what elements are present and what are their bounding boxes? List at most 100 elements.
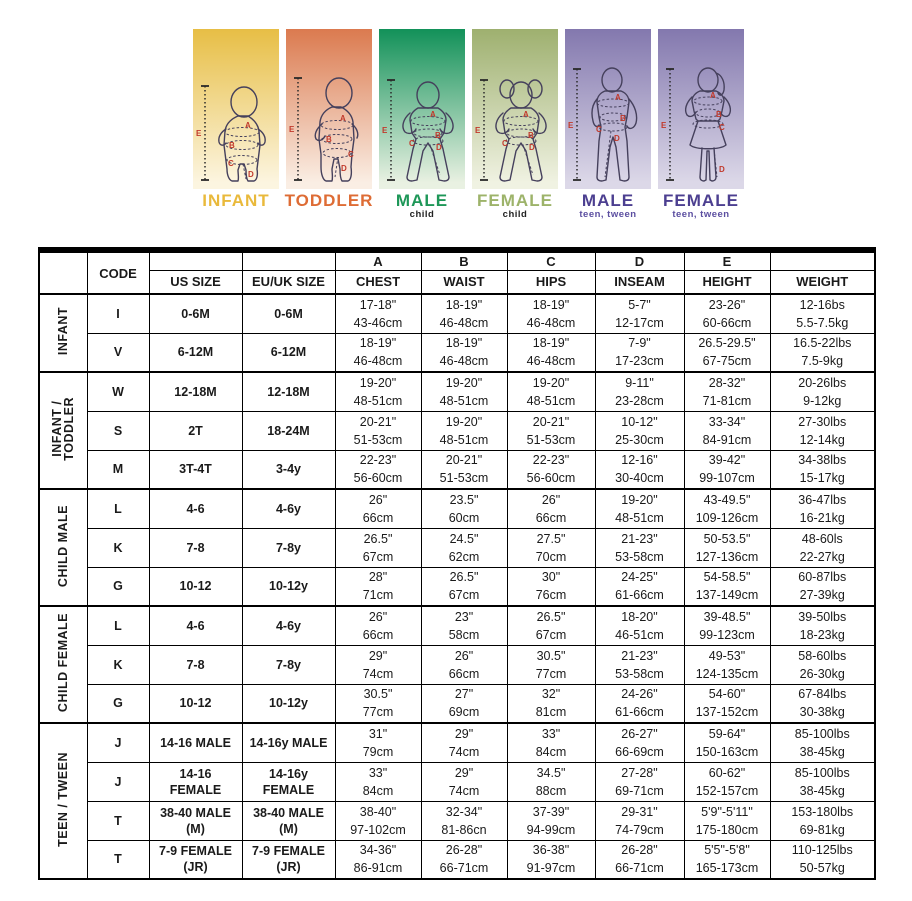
cell-text: 3T-4T bbox=[179, 462, 212, 477]
panel-male-child-subtitle: child bbox=[409, 209, 435, 220]
cell-text: 46-48cm bbox=[439, 315, 489, 330]
cell-text: (JR) bbox=[183, 860, 208, 875]
cell-text: 62cm bbox=[448, 549, 480, 564]
us-size-cell: 14-16 MALE bbox=[148, 722, 243, 763]
cell-text: 74-79cm bbox=[615, 822, 664, 837]
eu-size-cell: 10-12y bbox=[241, 683, 336, 724]
cell-text: 5.5-7.5kg bbox=[796, 315, 849, 330]
cell-text: 26" bbox=[368, 609, 388, 624]
measurement-cell: 18-20" 46-51cm bbox=[594, 605, 685, 646]
cell-text: 29" bbox=[368, 648, 388, 663]
cell-text: 79cm bbox=[362, 744, 394, 759]
cell-text: 74cm bbox=[448, 783, 480, 798]
cell-text: 60-66cm bbox=[702, 315, 752, 330]
cell-text: 30.5" bbox=[536, 648, 566, 663]
cell-text: 71-81cm bbox=[702, 393, 752, 408]
cell-text: 51-53cm bbox=[353, 432, 403, 447]
cell-text: 18-19" bbox=[532, 297, 570, 312]
cell-text: 15-17kg bbox=[799, 471, 845, 486]
cell-text: 54-60" bbox=[708, 687, 746, 702]
panel-male-teen-background: A B C D E bbox=[565, 29, 651, 189]
marker-c: C bbox=[596, 125, 602, 134]
measurement-cell: 33" 84cm bbox=[334, 761, 422, 802]
panel-infant-background: A B C D E bbox=[193, 29, 279, 189]
cell-text: 19-20" bbox=[445, 414, 483, 429]
cell-text: 38-45kg bbox=[799, 744, 845, 759]
cell-text: 3-4y bbox=[275, 462, 302, 477]
column-header-weight: WEIGHT bbox=[769, 269, 876, 295]
cell-text: 30-38kg bbox=[799, 705, 845, 720]
cell-text: 7-8y bbox=[275, 540, 302, 555]
cell-text: 38-40" bbox=[359, 804, 397, 819]
table-row: T 38-40 MALE (M) 38-40 MALE (M) 38-40" 97-102c… bbox=[39, 800, 876, 841]
code-cell: K bbox=[86, 644, 150, 685]
cell-text: 51-53cm bbox=[526, 432, 576, 447]
panel-infant-title: INFANT bbox=[202, 191, 270, 210]
measurement-cell: 32" 81cm bbox=[506, 683, 596, 724]
code-cell: T bbox=[86, 839, 150, 880]
marker-c: C bbox=[719, 123, 725, 132]
code-cell: T bbox=[86, 800, 150, 841]
cell-text: 10-12 bbox=[179, 579, 212, 594]
table-row: V 6-12M 6-12M 18-19" 46-48cm 18-19" 46-48cm 18-… bbox=[39, 332, 876, 373]
cell-text: 5'9"-5'11" bbox=[701, 804, 753, 819]
cell-text: 5-7" bbox=[628, 297, 651, 312]
measurement-cell: 26-27" 66-69cm bbox=[594, 722, 685, 763]
measurement-cell: 28-32" 71-81cm bbox=[683, 371, 771, 412]
measurement-cell: 19-20" 48-51cm bbox=[420, 371, 508, 412]
code-cell: S bbox=[86, 410, 150, 451]
cell-text: 12-17cm bbox=[615, 315, 664, 330]
cell-text: 50-57kg bbox=[799, 861, 845, 876]
group-label: CHILD FEMALE bbox=[38, 605, 88, 724]
figure-strip: A B C D E INFANT bbox=[193, 29, 744, 220]
cell-text: 7-9" bbox=[628, 336, 651, 351]
cell-text: 49-53" bbox=[708, 648, 746, 663]
letter-header-b: B bbox=[420, 249, 508, 271]
table-row: INFANT / TODDLER W 12-18M 12-18M 19-20" 48-51… bbox=[38, 371, 876, 490]
cell-text: 46-48cm bbox=[526, 315, 576, 330]
cell-text: 12-16" bbox=[621, 453, 658, 468]
table-row: S 2T 18-24M 20-21" 51-53cm 19-20" 48-51cm 20-21… bbox=[39, 410, 876, 451]
us-size-cell: 7-8 bbox=[148, 644, 243, 685]
measurement-cell: 39-48.5" 99-123cm bbox=[683, 605, 771, 646]
cell-text: 38-45kg bbox=[799, 783, 845, 798]
marker-c: C bbox=[228, 159, 234, 168]
table-row: K 7-8 7-8y 26.5" 67cm 24.5" 62cm 27.5" 70cm 21-23… bbox=[39, 527, 876, 568]
cell-text: FEMALE bbox=[169, 782, 222, 797]
measurement-cell: 28" 71cm bbox=[334, 566, 422, 607]
cell-text: 9-12kg bbox=[803, 393, 842, 408]
cell-text: 24.5" bbox=[449, 531, 479, 546]
eu-size-cell: 0-6M bbox=[241, 293, 336, 334]
measurement-cell: 20-21" 51-53cm bbox=[420, 449, 508, 490]
cell-text: 26-28" bbox=[445, 843, 483, 858]
measurement-cell: 27-30lbs 12-14kg bbox=[769, 410, 876, 451]
marker-a: A bbox=[523, 110, 529, 119]
measurement-cell: 9-11" 23-28cm bbox=[594, 371, 685, 412]
marker-e: E bbox=[475, 126, 481, 135]
marker-a: A bbox=[340, 114, 346, 123]
measurement-cell: 60-62" 152-157cm bbox=[683, 761, 771, 802]
cell-text: 137-152cm bbox=[695, 705, 759, 720]
cell-text: 127-136cm bbox=[695, 549, 759, 564]
infant-figure-icon: A B C D E bbox=[196, 85, 266, 182]
code-cell: G bbox=[86, 566, 150, 607]
cell-text: 61-66cm bbox=[615, 705, 664, 720]
cell-text: 19-20" bbox=[621, 492, 658, 507]
measurement-cell: 22-23" 56-60cm bbox=[506, 449, 596, 490]
measurement-cell: 110-125lbs 50-57kg bbox=[769, 839, 876, 880]
cell-text: 10-12 bbox=[179, 696, 212, 711]
cell-text: 29" bbox=[454, 765, 474, 780]
marker-b: B bbox=[229, 141, 235, 150]
cell-text: 67-84lbs bbox=[798, 687, 847, 702]
cell-text: 21-23" bbox=[621, 648, 658, 663]
cell-text: 23" bbox=[454, 609, 474, 624]
measurement-cell: 27-28" 69-71cm bbox=[594, 761, 685, 802]
column-header-inseam: INSEAM bbox=[594, 269, 685, 295]
group-label-text: INFANT / TODDLER bbox=[50, 397, 77, 461]
column-header-height: HEIGHT bbox=[683, 269, 771, 295]
cell-text: 21-23" bbox=[621, 531, 658, 546]
measurement-cell: 26" 66cm bbox=[420, 644, 508, 685]
column-header-eu-uk-size: EU/UK SIZE bbox=[241, 269, 336, 295]
cell-text: 18-19" bbox=[445, 297, 483, 312]
